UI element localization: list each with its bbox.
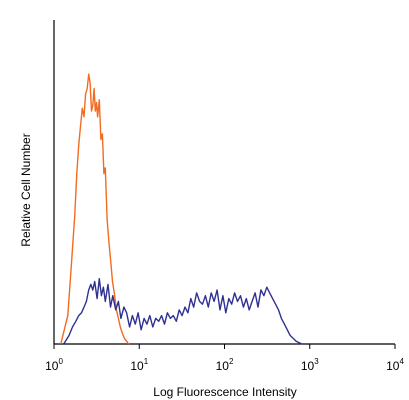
x-axis-label: Log Fluorescence Intensity bbox=[153, 385, 296, 399]
blue-histogram-line bbox=[63, 278, 303, 345]
orange-histogram-line bbox=[60, 73, 130, 345]
y-axis-label: Relative Cell Number bbox=[19, 133, 33, 246]
x-tick-label: 104 bbox=[386, 357, 404, 373]
x-tick-label: 101 bbox=[130, 357, 148, 373]
x-tick-label: 102 bbox=[216, 357, 234, 373]
series-layer bbox=[60, 73, 303, 345]
x-tick-label: 103 bbox=[301, 357, 319, 373]
x-tick-group: 100 101 102 103 104 bbox=[45, 344, 404, 373]
x-tick-label: 100 bbox=[45, 357, 63, 373]
